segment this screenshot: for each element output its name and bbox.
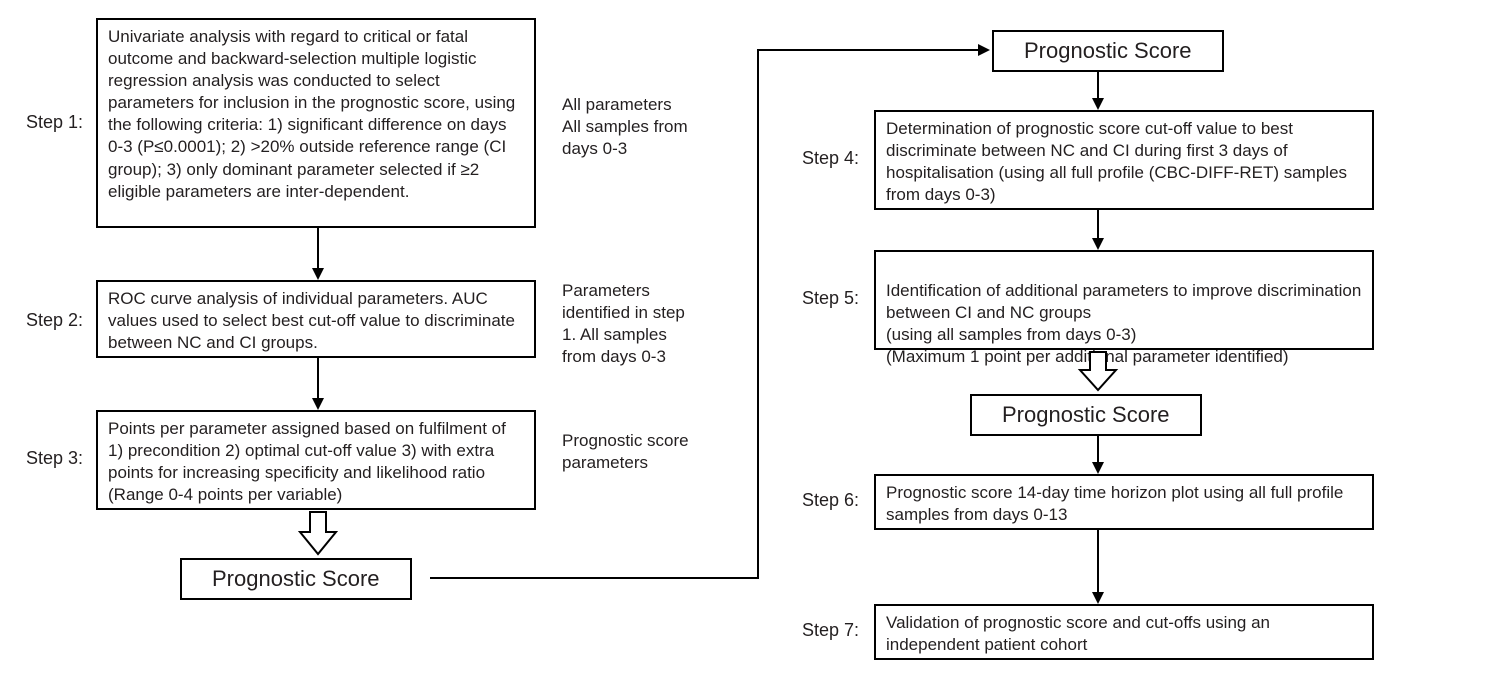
- step2-box: ROC curve analysis of individual paramet…: [96, 280, 536, 358]
- step3-note: Prognostic score parameters: [562, 430, 722, 474]
- step4-box: Determination of prognostic score cut-of…: [874, 110, 1374, 210]
- prognostic-score-1: Prognostic Score: [180, 558, 412, 600]
- step1-label: Step 1:: [26, 112, 83, 133]
- arrow-ps2-s4: [1090, 70, 1110, 110]
- arrow-s6-s7: [1090, 530, 1110, 604]
- prognostic-score-2: Prognostic Score: [992, 30, 1224, 72]
- step7-box: Validation of prognostic score and cut-o…: [874, 604, 1374, 660]
- step3-box: Points per parameter assigned based on f…: [96, 410, 536, 510]
- step4-label: Step 4:: [802, 148, 859, 169]
- hollow-arrow-s3-ps1: [298, 512, 338, 556]
- step2-note: Parameters identified in step 1. All sam…: [562, 280, 722, 368]
- step7-label: Step 7:: [802, 620, 859, 641]
- step2-text: ROC curve analysis of individual paramet…: [108, 289, 515, 352]
- arrow-s1-s2: [310, 228, 330, 280]
- step2-label: Step 2:: [26, 310, 83, 331]
- step6-text: Prognostic score 14-day time horizon plo…: [886, 483, 1343, 524]
- step6-box: Prognostic score 14-day time horizon plo…: [874, 474, 1374, 530]
- prognostic-score-3: Prognostic Score: [970, 394, 1202, 436]
- step1-text: Univariate analysis with regard to criti…: [108, 27, 515, 201]
- step5-label: Step 5:: [802, 288, 859, 309]
- step4-text: Determination of prognostic score cut-of…: [886, 119, 1347, 204]
- step5-text: Identification of additional parameters …: [886, 281, 1361, 366]
- step7-text: Validation of prognostic score and cut-o…: [886, 613, 1270, 654]
- step1-note: All parameters All samples from days 0-3: [562, 94, 722, 160]
- step5-box: Identification of additional parameters …: [874, 250, 1374, 350]
- arrow-s4-s5: [1090, 210, 1110, 250]
- arrow-ps3-s6: [1090, 434, 1110, 474]
- arrow-s2-s3: [310, 358, 330, 410]
- step1-box: Univariate analysis with regard to criti…: [96, 18, 536, 228]
- step3-text: Points per parameter assigned based on f…: [108, 419, 506, 504]
- step6-label: Step 6:: [802, 490, 859, 511]
- step3-label: Step 3:: [26, 448, 83, 469]
